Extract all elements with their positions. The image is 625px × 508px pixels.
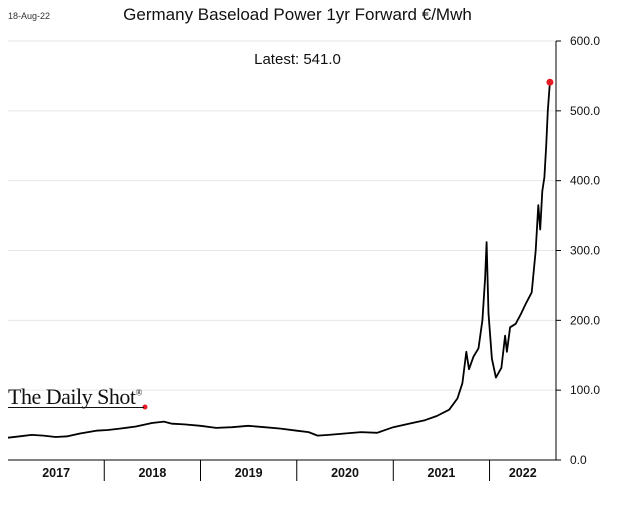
y-tick-label: 500.0 (570, 104, 600, 118)
y-tick-label: 400.0 (570, 174, 600, 188)
x-tick-label: 2022 (509, 466, 537, 480)
latest-point-marker (546, 78, 554, 86)
x-tick-label: 2018 (138, 466, 166, 480)
y-tick-label: 0.0 (570, 453, 587, 467)
y-tick-label: 600.0 (570, 34, 600, 48)
y-tick-label: 200.0 (570, 313, 600, 327)
x-tick-label: 2020 (331, 466, 359, 480)
latest-value-label: Latest: 541.0 (254, 51, 341, 68)
daily-shot-logo: The Daily Shot® (8, 384, 142, 410)
logo-dot (142, 404, 148, 410)
x-tick-label: 2021 (428, 466, 456, 480)
date-stamp: 18-Aug-22 (8, 11, 51, 21)
chart-title: Germany Baseload Power 1yr Forward €/Mwh (123, 5, 472, 24)
gridlines (8, 40, 556, 391)
registered-mark: ® (135, 387, 142, 398)
y-tick-label: 300.0 (570, 244, 600, 258)
logo-underline (8, 407, 144, 408)
logo-text: The Daily Shot (8, 384, 136, 409)
series-group (7, 78, 554, 439)
x-tick-label: 2017 (42, 466, 70, 480)
x-axis-ticks: 2017 2018 2019 2020 2021 2022 (42, 460, 537, 481)
x-tick-label: 2019 (235, 466, 263, 480)
y-tick-label: 100.0 (570, 383, 600, 397)
y-axis-ticks: 0.0 100.0 200.0 300.0 400.0 500.0 600.0 (556, 34, 600, 467)
series-line (7, 82, 551, 439)
